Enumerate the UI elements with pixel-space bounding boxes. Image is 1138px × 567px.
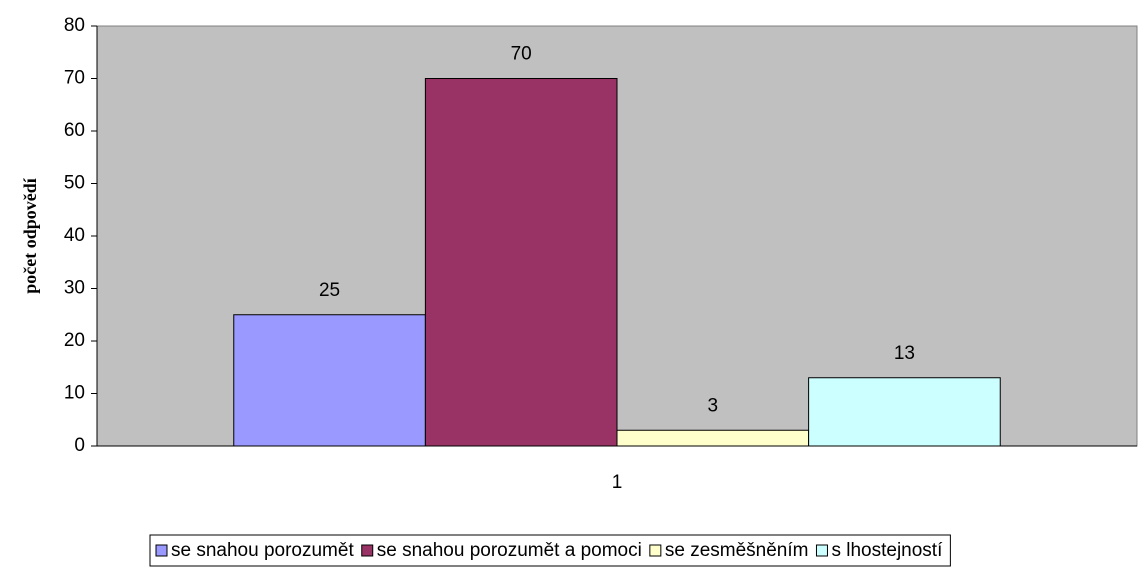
legend-label: se snahou porozumět	[171, 540, 354, 561]
data-label: 3	[708, 395, 719, 416]
y-tick-label: 40	[64, 225, 85, 246]
x-tick-label: 1	[612, 472, 623, 493]
y-tick-label: 20	[64, 330, 85, 351]
legend-swatch	[649, 544, 662, 557]
data-label: 13	[894, 343, 915, 364]
legend-swatch	[155, 544, 168, 557]
y-tick-label: 60	[64, 120, 85, 141]
bar	[233, 314, 426, 447]
y-axis-label: počet odpovědí	[20, 177, 40, 294]
bar	[616, 429, 810, 447]
data-label: 25	[319, 280, 340, 301]
legend-label: s lhostejností	[831, 540, 943, 561]
y-tick-label: 50	[64, 173, 85, 194]
y-tick-label: 0	[74, 435, 85, 456]
y-tick-label: 80	[64, 15, 85, 36]
y-tick-label: 10	[64, 383, 85, 404]
bar	[424, 78, 618, 447]
y-tick-label: 70	[64, 68, 85, 89]
legend-label: se snahou porozumět a pomoci	[377, 540, 642, 561]
legend-label: se zesměšněním	[665, 540, 809, 561]
bar	[808, 377, 1001, 447]
data-label: 70	[511, 44, 532, 65]
y-tick-label: 30	[64, 278, 85, 299]
legend-swatch	[361, 544, 374, 557]
legend-swatch	[815, 544, 828, 557]
